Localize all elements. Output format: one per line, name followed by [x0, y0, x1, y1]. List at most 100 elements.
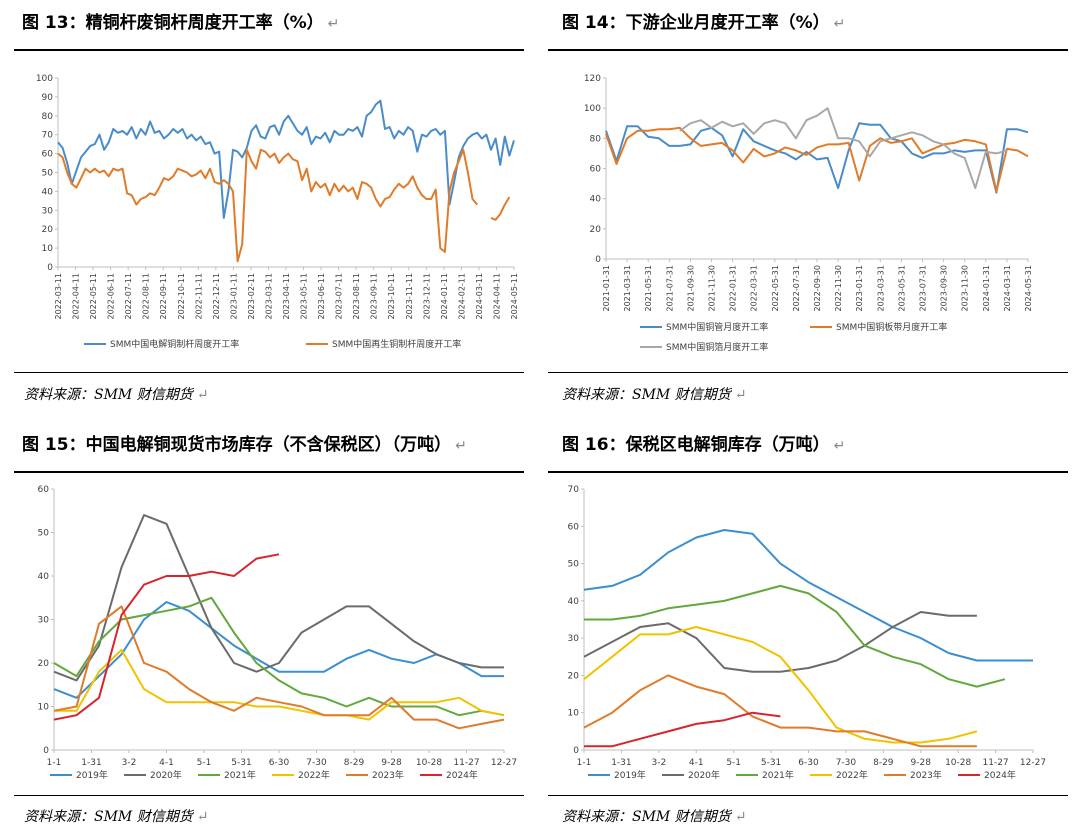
y-tick-label: 90	[42, 93, 54, 103]
x-tick-label: 2023-06-11	[317, 273, 326, 320]
x-tick-label: 1-1	[47, 758, 62, 768]
y-tick-label: 10	[568, 709, 580, 719]
x-tick-label: 2023-03-31	[876, 265, 885, 312]
x-tick-label: 2024-03-11	[475, 273, 484, 320]
y-tick-label: 60	[42, 150, 54, 160]
y-tick-label: 40	[42, 187, 54, 197]
x-tick-label: 2022-10-11	[177, 273, 186, 320]
x-tick-label: 2021-11-30	[708, 265, 717, 312]
y-tick-label: 50	[38, 529, 50, 539]
series-line-2	[584, 584, 1006, 688]
series-line-0	[605, 122, 1029, 194]
x-tick-label: 2024-01-11	[440, 273, 449, 320]
x-tick-label: 2021-01-31	[602, 265, 611, 312]
y-tick-label: 60	[590, 165, 602, 175]
x-tick-label: 7-30	[306, 758, 327, 768]
x-tick-label: 1-31	[81, 758, 101, 768]
chart-16-title: 图 16：保税区电解铜库存（万吨） ↵	[562, 435, 846, 455]
x-tick-label: 9-28	[911, 758, 932, 768]
x-tick-label: 11-27	[453, 758, 479, 768]
x-tick-label: 2023-11-30	[961, 265, 970, 312]
x-tick-label: 2023-09-30	[940, 265, 949, 312]
series-line-3	[54, 648, 505, 721]
x-tick-label: 2023-01-31	[855, 265, 864, 312]
x-tick-label: 2023-10-11	[387, 273, 396, 320]
chart-13-title: 图 13：精铜杆废铜杆周度开工率（%） ↵	[22, 13, 340, 33]
x-tick-label: 2021-03-31	[623, 265, 632, 312]
y-tick-label: 30	[42, 206, 54, 216]
series-line-3	[583, 626, 978, 744]
legend-label: 2019年	[76, 769, 108, 781]
x-tick-label: 2023-01-11	[229, 273, 238, 320]
x-tick-label: 1-31	[611, 758, 631, 768]
y-tick-label: 40	[38, 572, 50, 582]
series-line-1	[53, 514, 504, 682]
y-tick-label: 80	[42, 112, 54, 122]
y-tick-label: 0	[43, 746, 49, 756]
x-tick-label: 2022-03-31	[750, 265, 759, 312]
y-tick-label: 20	[42, 225, 54, 235]
y-tick-label: 70	[42, 131, 54, 141]
x-tick-label: 12-27	[491, 758, 517, 768]
legend-label: 2023年	[910, 769, 942, 781]
x-tick-label: 2023-05-31	[897, 265, 906, 312]
x-tick-label: 10-28	[416, 758, 442, 768]
y-tick-label: 0	[47, 263, 53, 273]
legend-label: 2023年	[372, 769, 404, 781]
y-tick-label: 20	[38, 659, 50, 669]
legend-label: 2022年	[836, 769, 868, 781]
chart-13-bottom-rule	[14, 372, 524, 373]
y-tick-label: 50	[42, 169, 54, 179]
y-tick-label: 10	[38, 703, 50, 713]
y-tick-label: 120	[584, 74, 601, 84]
x-tick-label: 2022-01-31	[729, 265, 738, 312]
x-tick-label: 10-28	[945, 758, 971, 768]
x-tick-label: 2021-07-31	[665, 265, 674, 312]
x-tick-label: 2022-09-11	[159, 273, 168, 320]
x-tick-label: 2022-11-30	[834, 265, 843, 312]
chart-13-source: 资料来源：SMM 财信期货 ↵	[24, 387, 209, 403]
x-tick-label: 6-30	[269, 758, 290, 768]
legend-label: SMM中国铜管月度开工率	[666, 321, 768, 333]
legend-label: SMM中国再生铜制杆周度开工率	[332, 338, 461, 350]
legend-label: SMM中国电解铜制杆周度开工率	[110, 338, 239, 350]
x-tick-label: 2021-09-30	[686, 265, 695, 312]
x-tick-label: 2023-07-31	[919, 265, 928, 312]
y-tick-label: 60	[38, 485, 50, 495]
x-tick-label: 2023-07-11	[335, 273, 344, 320]
y-tick-label: 60	[568, 522, 580, 532]
legend-label: 2019年	[614, 769, 646, 781]
x-tick-label: 2022-09-30	[813, 265, 822, 312]
x-tick-label: 2023-11-11	[405, 273, 414, 320]
x-tick-label: 6-30	[798, 758, 819, 768]
series-line-4	[53, 605, 505, 730]
y-tick-label: 100	[36, 74, 53, 84]
x-tick-label: 4-1	[159, 758, 174, 768]
y-tick-label: 20	[568, 671, 580, 681]
chart-14-top-rule	[548, 49, 1068, 51]
y-tick-label: 70	[568, 485, 580, 495]
legend-label: 2020年	[150, 769, 182, 781]
x-tick-label: 12-27	[1020, 758, 1046, 768]
x-tick-label: 2023-09-11	[370, 273, 379, 320]
x-tick-label: 2024-02-11	[457, 273, 466, 320]
x-tick-label: 5-1	[726, 758, 741, 768]
x-tick-label: 2021-05-31	[644, 265, 653, 312]
legend-label: 2021年	[762, 769, 794, 781]
x-tick-label: 2022-05-31	[771, 265, 780, 312]
x-tick-label: 2024-05-11	[510, 273, 519, 320]
x-tick-label: 2022-04-11	[72, 273, 81, 320]
legend-label: SMM中国铜箔月度开工率	[666, 341, 768, 353]
x-tick-label: 2024-04-11	[492, 273, 501, 320]
x-tick-label: 2022-07-11	[124, 273, 133, 320]
chart-16-plot: 0 10 20 30 40 50 60 70 1-1 1-31 3-2 4-1 5-1 5-31 6-30 7…	[568, 485, 1047, 781]
x-tick-label: 2024-01-31	[982, 265, 991, 312]
x-tick-label: 8-29	[873, 758, 894, 768]
legend-label: 2024年	[446, 769, 478, 781]
x-tick-label: 2022-08-11	[142, 273, 151, 320]
x-tick-label: 2022-11-11	[194, 273, 203, 320]
x-tick-label: 8-29	[344, 758, 365, 768]
chart-16-bottom-rule	[548, 795, 1068, 796]
x-tick-label: 2022-07-31	[792, 265, 801, 312]
legend-label: SMM中国铜板带月度开工率	[836, 321, 947, 333]
